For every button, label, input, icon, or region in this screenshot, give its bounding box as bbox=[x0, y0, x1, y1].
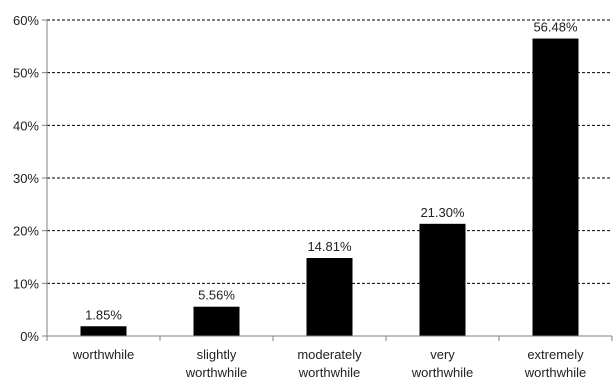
data-label: 21.30% bbox=[420, 205, 465, 220]
bar bbox=[419, 223, 466, 336]
bar bbox=[80, 326, 127, 336]
y-tick-label: 0% bbox=[20, 329, 39, 344]
data-label: 5.56% bbox=[198, 288, 235, 303]
gridlines bbox=[47, 19, 612, 284]
y-tick-label: 40% bbox=[13, 118, 39, 133]
x-tick-label: worthwhile bbox=[185, 365, 247, 380]
y-tick-label: 50% bbox=[13, 66, 39, 81]
x-tick-label: very bbox=[430, 347, 455, 362]
data-labels: 1.85% 5.56% 14.81% 21.30% 56.48% bbox=[85, 20, 578, 323]
y-tick-label: 60% bbox=[13, 13, 39, 28]
x-tick-label: slightly bbox=[197, 347, 237, 362]
y-tick-label: 20% bbox=[13, 224, 39, 239]
bars bbox=[80, 38, 579, 336]
x-tick-label: extremely bbox=[527, 347, 584, 362]
x-tick-label: worthwhile bbox=[298, 365, 360, 380]
bar bbox=[306, 258, 353, 336]
bar bbox=[193, 306, 240, 336]
x-tick-label: moderately bbox=[297, 347, 362, 362]
x-tick-label: worthwhile bbox=[524, 365, 586, 380]
bar bbox=[532, 38, 579, 336]
y-tick-label: 30% bbox=[13, 171, 39, 186]
data-label: 56.48% bbox=[533, 20, 578, 35]
x-axis-labels: worthwhile slightly worthwhile moderately wo… bbox=[46, 336, 613, 380]
data-label: 14.81% bbox=[307, 239, 352, 254]
x-tick-label: worthwhile bbox=[72, 347, 134, 362]
y-tick-label: 10% bbox=[13, 276, 39, 291]
x-tick-label: worthwhile bbox=[411, 365, 473, 380]
y-axis-ticks: 0% 10% 20% 30% 40% 50% 60% bbox=[13, 13, 47, 344]
data-label: 1.85% bbox=[85, 307, 122, 322]
